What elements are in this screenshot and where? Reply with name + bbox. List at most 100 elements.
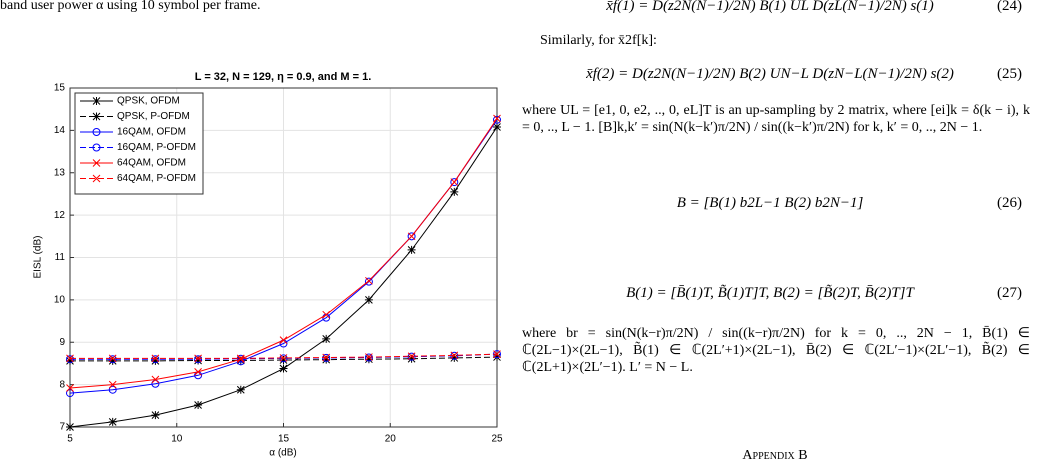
paragraph: where br = sin(N(k−r)π/2N) / sin((k−r)π/… (522, 326, 1030, 375)
marker (151, 379, 160, 388)
eq-number: (25) (997, 66, 1022, 82)
marker (108, 355, 117, 364)
section-heading: Appendix B (742, 448, 808, 463)
legend-box (74, 92, 204, 195)
marker (450, 351, 459, 360)
marker (450, 187, 459, 196)
marker (194, 400, 203, 409)
chart-title: L = 32, N = 129, η = 0.9, and M = 1. (195, 71, 372, 83)
eq-number: (24) (997, 0, 1022, 14)
marker (151, 355, 160, 364)
x-tick-label: 10 (171, 434, 183, 445)
paragraph: where UL = [e1, 0, e2, .., 0, eL]T is an… (522, 103, 1030, 135)
marker (194, 368, 202, 376)
x-tick-label: 15 (278, 434, 290, 445)
y-tick-label: 9 (59, 337, 65, 348)
marker (322, 334, 331, 343)
left-text: band user power α using 10 symbol per fr… (0, 0, 261, 13)
y-tick-label: 8 (59, 379, 65, 390)
marker (365, 276, 373, 285)
x-tick-label: 25 (491, 434, 503, 445)
marker (236, 356, 245, 365)
marker (92, 128, 101, 136)
plot-frame (69, 87, 498, 428)
marker (194, 354, 202, 363)
x-tick-label: 5 (67, 434, 73, 445)
legend-label: QPSK, P-OFDM (117, 111, 190, 122)
marker (92, 97, 101, 105)
marker (279, 354, 288, 362)
marker (92, 159, 101, 167)
marker (450, 353, 459, 362)
formula: B(1) = [B̄(1)T, B̃(1)T]T, B(2) = [B̃(2)T… (626, 285, 914, 301)
legend-label: 64QAM, OFDM (117, 158, 186, 169)
x-axis-label: α (dB) (269, 448, 296, 459)
marker (322, 310, 331, 319)
marker (194, 356, 203, 365)
formula: B = [B(1) b2L−1 B(2) b2N−1] (676, 195, 864, 211)
marker (493, 114, 501, 123)
marker (151, 375, 160, 384)
y-tick-label: 12 (54, 210, 66, 221)
eq-number: (26) (997, 195, 1022, 211)
marker (66, 423, 74, 431)
marker (236, 355, 245, 364)
marker (450, 178, 459, 186)
marker (151, 354, 160, 363)
y-tick-label: 14 (54, 125, 66, 136)
marker (236, 385, 245, 394)
marker (66, 389, 74, 398)
marker (450, 178, 459, 187)
marker (279, 356, 288, 365)
marker (108, 354, 117, 363)
marker (493, 122, 501, 131)
marker (108, 356, 117, 365)
legend-label: 16QAM, OFDM (117, 127, 186, 138)
marker (365, 353, 373, 361)
marker (407, 232, 416, 241)
y-tick-label: 13 (54, 167, 66, 178)
y-tick-label: 7 (59, 422, 65, 433)
marker (493, 353, 501, 362)
y-tick-label: 11 (55, 252, 66, 263)
x-tick-label: 20 (385, 434, 397, 445)
formula: x̄f(1) = D(z2N(N−1)/2N) B(1) UL D(zL(N−1… (606, 0, 934, 14)
marker (66, 384, 74, 392)
marker (493, 350, 501, 358)
marker (151, 411, 160, 420)
y-tick-label: 10 (54, 295, 66, 306)
marker (194, 355, 203, 364)
legend-label: 64QAM, P-OFDM (117, 173, 196, 184)
marker (66, 354, 74, 363)
marker (279, 336, 288, 344)
legend-label: QPSK, OFDM (117, 96, 180, 107)
series-line (70, 356, 498, 362)
marker (236, 354, 245, 363)
formula: x̄f(2) = D(z2N(N−1)/2N) B(2) UN−L D(zN−L… (586, 66, 954, 82)
legend-label: 16QAM, P-OFDM (117, 142, 196, 153)
marker (151, 356, 160, 365)
series-line (70, 353, 498, 359)
paragraph: Similarly, for x̄2f[k]: (540, 33, 657, 48)
marker (92, 112, 101, 121)
eq-number: (27) (997, 285, 1022, 301)
marker (92, 174, 101, 183)
marker (279, 364, 288, 373)
marker (493, 115, 501, 124)
marker (108, 417, 117, 426)
marker (108, 380, 117, 389)
marker (92, 143, 101, 152)
marker (322, 353, 331, 362)
y-tick-label: 15 (54, 83, 66, 94)
marker (407, 232, 416, 241)
marker (322, 355, 331, 364)
y-axis-label: EISL (dB) (33, 236, 44, 279)
marker (407, 352, 416, 361)
marker (364, 355, 373, 364)
marker (364, 295, 373, 304)
chart: L = 32, N = 129, η = 0.9, and M = 1. α (… (33, 71, 503, 459)
marker (364, 277, 373, 286)
marker (407, 245, 416, 254)
marker (66, 356, 74, 365)
